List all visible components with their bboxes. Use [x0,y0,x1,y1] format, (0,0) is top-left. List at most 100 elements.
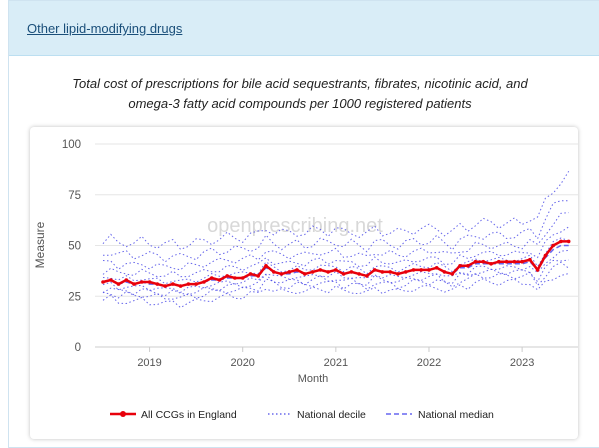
all-ccgs-point [109,278,113,282]
decile-line-1 [102,273,569,309]
x-tick-label: 2022 [417,357,441,369]
all-ccgs-point [194,282,198,286]
decile-series [102,170,570,309]
all-ccgs-point [178,284,183,288]
chart-title-line-2: omega-3 fatty acid compounds per 1000 re… [128,96,472,111]
all-ccgs-point [403,270,408,274]
decile-line-2 [102,261,570,300]
all-ccgs-point [186,282,191,286]
all-ccgs-point [551,243,555,248]
all-ccgs-point [155,282,160,286]
all-ccgs-point [240,276,245,280]
decile-line-3 [102,259,569,297]
all-ccgs-point [163,284,167,288]
legend-label-decile: National decile [297,409,366,421]
chart-title-line-1: Total cost of prescriptions for bile aci… [72,76,528,91]
decile-line-7 [102,212,569,271]
x-axis-label: Month [298,373,329,385]
all-ccgs-point [310,270,315,274]
all-ccgs-point [396,272,400,276]
legend-item-all-ccgs[interactable]: All CCGs in England [110,409,237,421]
x-tick-label: 2019 [137,357,161,369]
legend: All CCGs in England National decile Nati… [110,409,494,421]
all-ccgs-point [209,276,214,280]
all-ccgs-point [434,266,439,270]
y-tick-label: 75 [68,190,81,202]
all-ccgs-point [528,257,532,262]
all-ccgs-point [341,272,346,276]
all-ccgs-point [124,278,129,282]
decile-line-9 [102,170,570,250]
all-ccgs-point [512,259,517,264]
all-ccgs-point [303,272,307,276]
all-ccgs-point [248,272,253,276]
all-ccgs-point [279,272,284,276]
x-tick-label: 2021 [324,357,348,369]
all-ccgs-point [473,259,478,264]
all-ccgs-point [535,268,540,272]
y-tick-label: 25 [68,291,81,303]
panel-header: Other lipid-modifying drugs [9,1,599,56]
all-ccgs-point [295,268,299,272]
y-tick-labels: 0 25 50 75 100 [62,139,81,354]
all-ccgs-point [132,282,136,286]
all-ccgs-point [256,274,260,278]
all-ccgs-point [372,268,377,272]
all-ccgs-point [147,280,152,284]
all-ccgs-point [481,259,486,264]
decile-line-5 [102,237,569,285]
all-ccgs-point [543,253,548,258]
all-ccgs-point [225,274,229,278]
y-tick-label: 100 [62,139,81,151]
legend-item-decile[interactable]: National decile [268,409,366,421]
legend-label-median: National median [418,409,494,421]
all-ccgs-point [365,274,369,278]
measure-link[interactable]: Other lipid-modifying drugs [27,21,183,36]
all-ccgs-point [566,239,571,244]
all-ccgs-point [171,282,175,286]
y-tick-label: 50 [68,241,81,253]
all-ccgs-point [116,282,121,286]
y-axis-label: Measure [33,221,47,268]
legend-item-median[interactable]: National median [386,409,494,421]
x-tick-label: 2020 [230,357,254,369]
all-ccgs-point [349,270,354,274]
all-ccgs-point [101,280,105,284]
gridlines [95,143,578,348]
all-ccgs-point [411,268,416,272]
decile-line-4 [102,249,569,293]
all-ccgs-point [489,262,493,266]
all-ccgs-point [504,259,509,264]
all-ccgs-point [357,272,361,276]
all-ccgs-point [202,280,206,284]
all-ccgs-series [101,239,571,288]
all-ccgs-point [326,270,330,274]
all-ccgs-point [272,270,276,274]
all-ccgs-point [427,268,431,272]
all-ccgs-point [559,239,563,244]
chart-container: openprescribing.net 0 25 50 75 100 2019 2020 2… [30,127,578,439]
all-ccgs-point [466,264,470,268]
all-ccgs-point [318,268,323,272]
watermark: openprescribing.net [207,215,383,237]
y-tick-label: 0 [75,342,81,354]
x-tick-label: 2023 [510,357,534,369]
legend-label-all-ccgs: All CCGs in England [141,409,237,421]
decile-line-6 [102,226,569,278]
all-ccgs-point [388,270,393,274]
all-ccgs-point [458,264,462,268]
all-ccgs-point [520,259,524,264]
x-tick-labels: 2019 2020 2021 2022 2023 [137,347,534,369]
all-ccgs-point [217,278,222,282]
all-ccgs-point [287,270,292,274]
all-ccgs-point [450,272,455,276]
all-ccgs-point [140,280,144,284]
all-ccgs-point [497,259,501,264]
all-ccgs-point [264,264,268,268]
all-ccgs-point [334,268,338,272]
all-ccgs-point [442,270,447,274]
all-ccgs-point [419,268,424,272]
all-ccgs-point [233,276,237,280]
all-ccgs-point [380,270,385,274]
